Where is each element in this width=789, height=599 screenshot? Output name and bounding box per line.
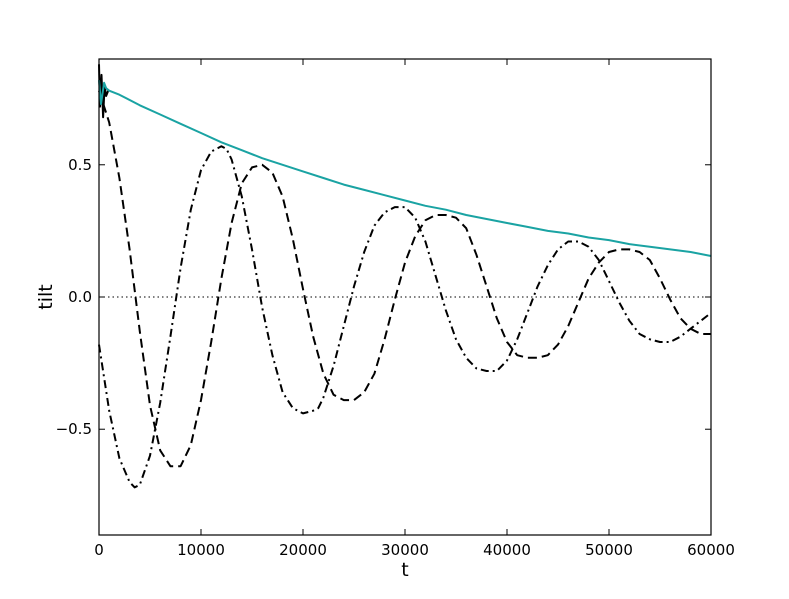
series-line-dashdot-3 xyxy=(98,145,712,489)
x-tick-label: 10000 xyxy=(177,541,225,559)
x-tick-label: 20000 xyxy=(279,541,327,559)
x-tick-label: 60000 xyxy=(687,541,735,559)
ticks-layer: 0 10000 20000 30000 40000 50000 60000 −0.5 0.0 0.… xyxy=(56,59,735,559)
series-layer xyxy=(98,64,712,489)
x-axis-label: t xyxy=(401,559,408,581)
series-line-dashed-2 xyxy=(98,90,711,468)
y-tick-label: −0.5 xyxy=(56,420,92,438)
series-line-solid-1 xyxy=(98,64,110,119)
y-tick-label: 0.0 xyxy=(68,288,92,306)
x-tick-label: 30000 xyxy=(381,541,429,559)
y-tick-label: 0.5 xyxy=(68,156,92,174)
x-tick-label: 0 xyxy=(94,541,104,559)
x-tick-label: 40000 xyxy=(483,541,531,559)
series-line-solid-0 xyxy=(98,80,712,257)
x-tick-label: 50000 xyxy=(585,541,633,559)
y-axis-label: tilt xyxy=(35,284,57,309)
axes-frame xyxy=(98,58,712,536)
